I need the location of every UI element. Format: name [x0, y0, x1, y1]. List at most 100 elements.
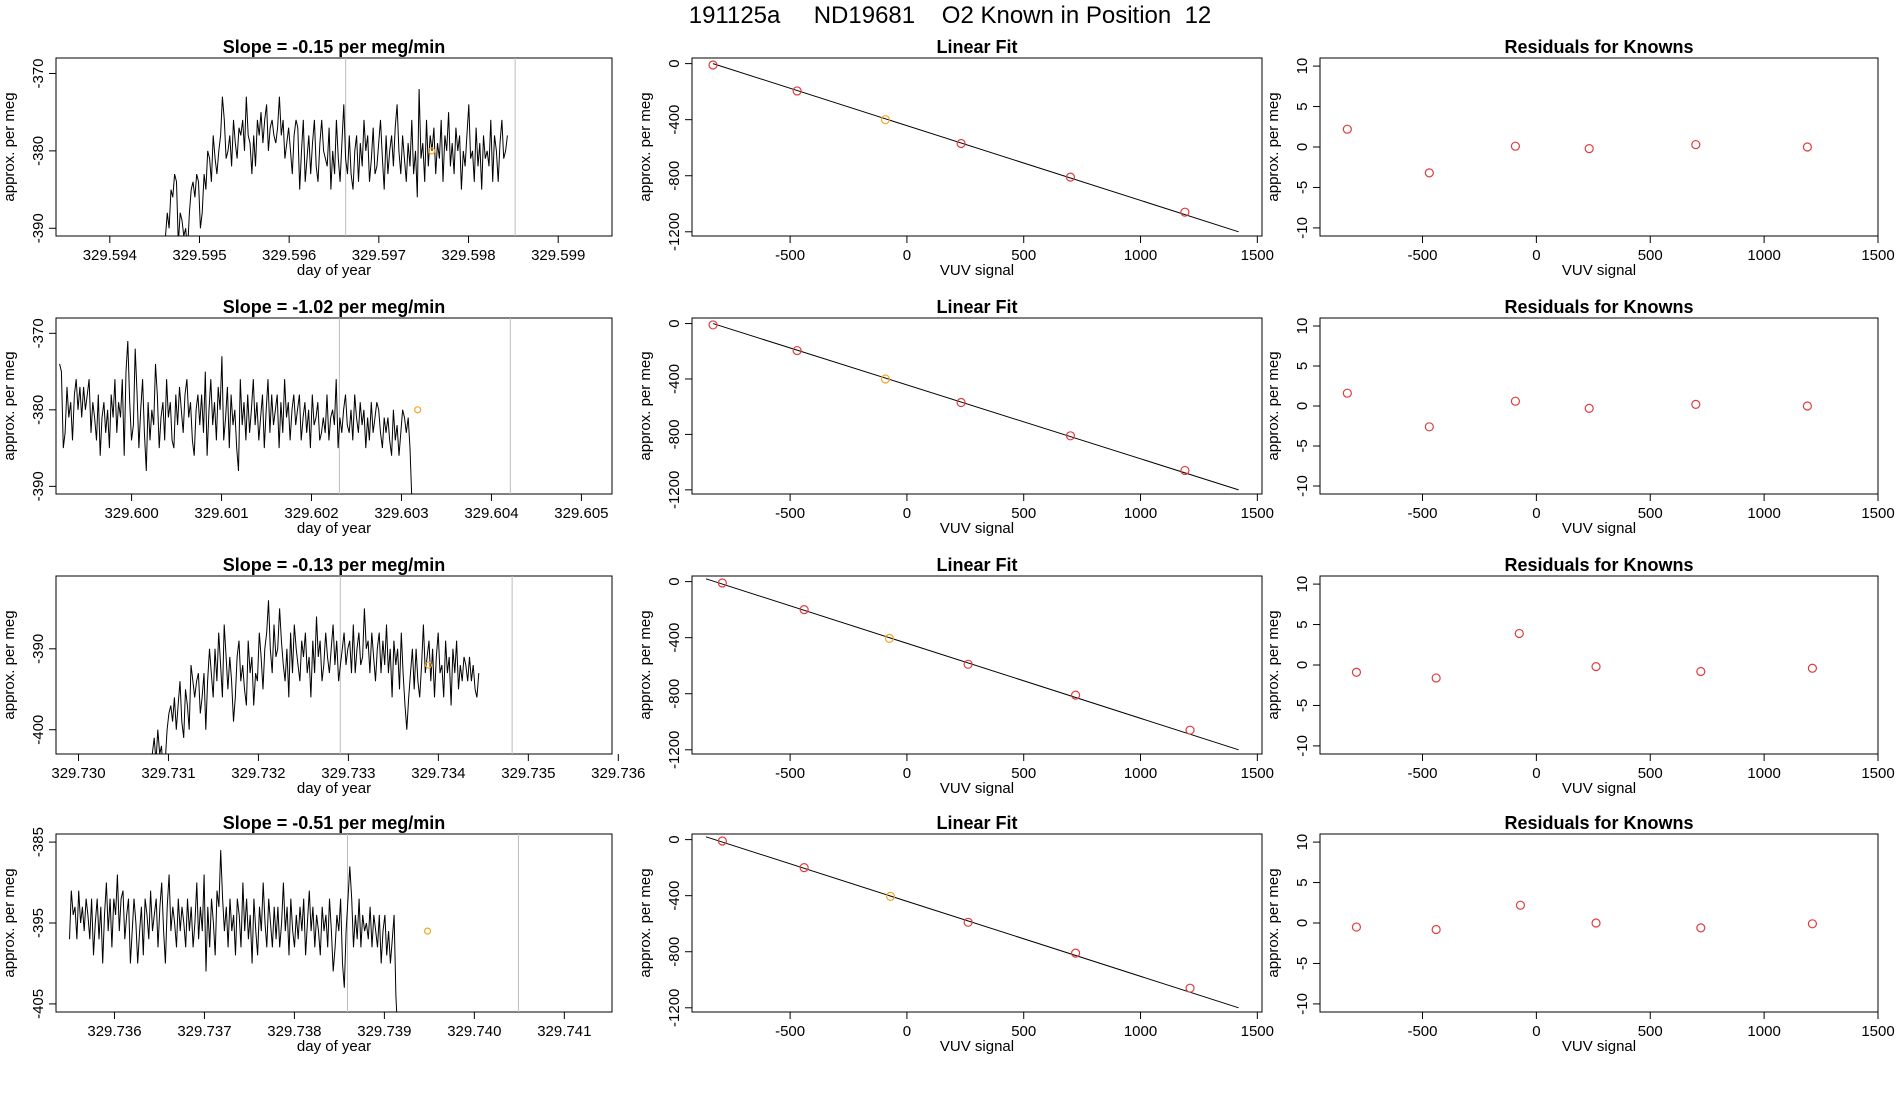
page-title: 191125a ND19681 O2 Known in Position 12 — [688, 2, 1212, 29]
x-axis-label: VUV signal — [940, 1038, 1014, 1055]
y-tick-label: 0 — [1294, 919, 1311, 927]
x-axis-label: day of year — [297, 1038, 371, 1055]
chart-title: Residuals for Knowns — [1504, 297, 1693, 317]
fit-line — [712, 63, 1239, 233]
y-axis-label: approx. per meg — [637, 610, 654, 719]
plot-frame — [55, 833, 613, 1013]
chart-panel-3-timeseries: Slope = -0.51 per meg/min day of year appr… — [1, 813, 613, 1055]
x-tick-label: 329.602 — [284, 505, 338, 522]
data-point — [1180, 465, 1190, 476]
data-point — [1431, 924, 1441, 935]
y-tick-label: -385 — [30, 827, 47, 857]
y-tick-label: -380 — [30, 136, 47, 166]
y-tick-label: -10 — [1294, 993, 1311, 1015]
plot-frame — [1319, 57, 1879, 237]
data-point — [708, 320, 718, 330]
data-point — [1807, 663, 1818, 673]
x-tick-label: 329.596 — [262, 247, 316, 264]
data-point — [1351, 667, 1362, 677]
y-tick-label: -800 — [666, 679, 683, 709]
x-axis-label: VUV signal — [1562, 1038, 1636, 1055]
x-tick-label: -500 — [1407, 1023, 1437, 1040]
y-tick-label: -405 — [30, 989, 47, 1019]
y-tick-label: 10 — [1294, 318, 1311, 335]
x-tick-label: 1500 — [1861, 765, 1894, 782]
x-tick-label: 0 — [903, 247, 911, 264]
y-tick-label: -1200 — [666, 471, 683, 509]
y-tick-label: 10 — [1294, 834, 1311, 851]
x-axis-label: VUV signal — [1562, 780, 1636, 797]
chart-panel-2-linearfit: Linear Fit VUV signal approx. per meg -500 0… — [637, 555, 1274, 797]
y-tick-label: 5 — [1294, 878, 1311, 886]
x-tick-label: 500 — [1638, 505, 1663, 522]
x-tick-label: 1000 — [1747, 1023, 1780, 1040]
plot-frame — [691, 575, 1263, 755]
y-tick-label: -800 — [666, 419, 683, 449]
y-tick-label: 0 — [1294, 402, 1311, 410]
y-tick-label: -390 — [30, 213, 47, 243]
plot-frame — [1319, 575, 1879, 755]
y-tick-label: -390 — [30, 634, 47, 664]
y-tick-label: -1200 — [666, 731, 683, 769]
chart-panel-3-residuals: Residuals for Knowns VUV signal approx. pe… — [1265, 813, 1895, 1055]
x-tick-label: 329.736 — [591, 765, 645, 782]
data-point — [1070, 948, 1081, 958]
plot-frame — [55, 57, 613, 237]
x-tick-label: 329.737 — [177, 1023, 231, 1040]
data-point — [1185, 983, 1195, 993]
y-tick-label: -380 — [30, 395, 47, 425]
x-tick-label: 329.732 — [231, 765, 285, 782]
x-tick-label: 1000 — [1124, 1023, 1157, 1040]
y-tick-label: 5 — [1294, 620, 1311, 628]
chart-title: Residuals for Knowns — [1504, 37, 1693, 57]
chart-title: Slope = -0.13 per meg/min — [223, 555, 446, 575]
x-tick-label: -500 — [775, 1023, 805, 1040]
chart-title: Residuals for Knowns — [1504, 555, 1693, 575]
chart-panel-2-timeseries: Slope = -0.13 per meg/min day of year appr… — [1, 555, 645, 797]
y-tick-label: -400 — [666, 105, 683, 135]
y-tick-label: 10 — [1294, 58, 1311, 75]
data-point — [1431, 673, 1441, 683]
x-tick-label: 0 — [903, 1023, 911, 1040]
plot-frame — [1319, 833, 1879, 1013]
y-tick-label: 0 — [666, 835, 683, 843]
x-tick-label: 1500 — [1241, 505, 1274, 522]
chart-panel-2-residuals: Residuals for Knowns VUV signal approx. pe… — [1265, 555, 1895, 797]
x-tick-label: 1000 — [1124, 765, 1157, 782]
chart-title: Slope = -1.02 per meg/min — [223, 297, 446, 317]
x-tick-label: 329.740 — [447, 1023, 501, 1040]
x-axis-label: VUV signal — [940, 780, 1014, 797]
x-tick-label: 500 — [1638, 765, 1663, 782]
x-tick-label: 329.601 — [194, 505, 248, 522]
x-axis-label: VUV signal — [940, 262, 1014, 279]
data-point — [1424, 168, 1434, 178]
y-tick-label: -5 — [1294, 699, 1311, 712]
chart-panel-1-linearfit: Linear Fit VUV signal approx. per meg -500 0… — [637, 297, 1274, 537]
data-point — [799, 863, 809, 873]
data-point — [799, 605, 809, 615]
x-tick-label: 329.739 — [357, 1023, 411, 1040]
y-tick-label: 0 — [666, 577, 683, 585]
plot-frame — [691, 317, 1263, 495]
data-point — [963, 659, 973, 669]
y-tick-label: 5 — [1294, 362, 1311, 370]
highlight-point — [414, 406, 422, 414]
chart-title: Linear Fit — [936, 555, 1017, 575]
x-tick-label: -500 — [1407, 247, 1437, 264]
y-tick-label: -5 — [1294, 439, 1311, 452]
y-tick-label: -10 — [1294, 217, 1311, 239]
x-tick-label: 329.736 — [87, 1023, 141, 1040]
x-tick-label: 329.604 — [464, 505, 518, 522]
x-tick-label: 1500 — [1861, 505, 1894, 522]
x-tick-label: 500 — [1011, 505, 1036, 522]
fit-line — [712, 323, 1239, 491]
y-tick-label: 5 — [1294, 102, 1311, 110]
chart-panel-1-residuals: Residuals for Knowns VUV signal approx. pe… — [1265, 297, 1895, 537]
y-axis-label: approx. per meg — [1, 92, 18, 201]
plot-frame — [691, 833, 1263, 1013]
x-tick-label: 329.734 — [411, 765, 465, 782]
data-point — [1515, 900, 1526, 910]
x-tick-label: -500 — [775, 505, 805, 522]
y-tick-label: -370 — [30, 58, 47, 88]
y-tick-label: -400 — [666, 623, 683, 653]
